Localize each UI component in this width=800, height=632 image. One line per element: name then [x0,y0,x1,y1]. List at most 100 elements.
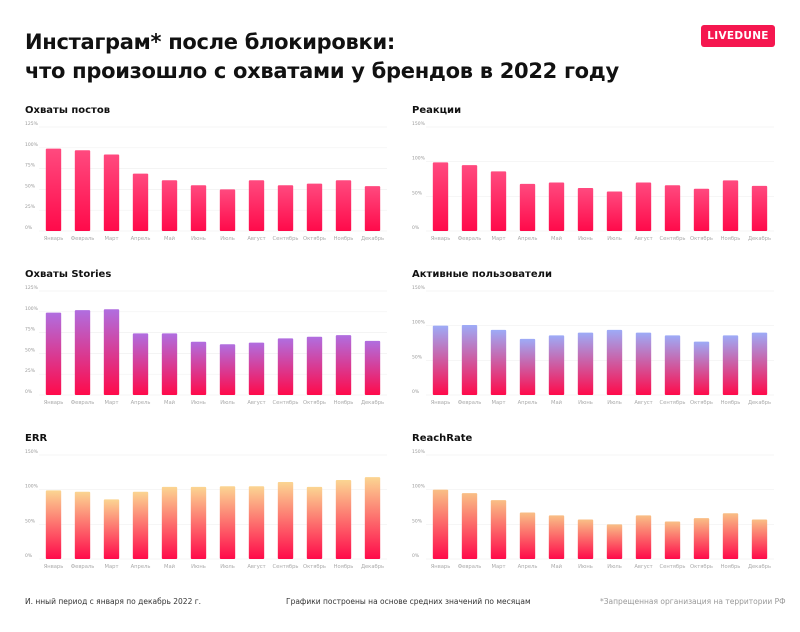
x-tick-label: Сентябрь [273,400,299,406]
bar [606,524,623,559]
y-tick-label: 0% [412,389,420,395]
chart-post-reach: 0% 25% 50% 75% 100% 125% Январь Февраль Март Апре… [25,121,387,242]
footer-period: И. нный период с января по декабрь 2022 … [25,597,202,606]
bar [577,332,594,395]
bar [45,490,62,559]
chart-panel-post-reach: Охваты постов 0% 25% 50% 75% 100% 125% Январь Ф… [25,105,395,265]
chart-panel-reactions: Реакции 0% 50% 100% 150% Январь Февраль Март Ап… [412,105,782,265]
x-tick-label: Апрель [518,564,538,570]
y-tick-label: 125% [25,121,39,127]
x-tick-label: Март [105,400,119,406]
x-tick-label: Март [492,400,506,406]
chart-title: Охваты постов [25,105,111,116]
bar [190,341,207,395]
x-tick-label: Декабрь [748,564,771,570]
chart-title: Охваты Stories [25,269,112,280]
bar [248,342,265,395]
y-tick-label: 100% [25,142,39,148]
chart-title: Реакции [412,105,462,116]
y-tick-label: 100% [412,156,426,162]
x-tick-label: Февраль [71,564,95,570]
bar [606,329,623,395]
x-tick-label: Март [492,564,506,570]
bar [606,191,623,231]
bar [693,188,710,231]
x-tick-label: Январь [44,564,64,570]
bar [722,335,739,395]
chart-panel-err: ERR 0% 50% 100% 150% Январь Февраль Март Апрель… [25,433,395,593]
bar [693,518,710,559]
chart-title: Активные пользователи [412,269,552,280]
x-tick-label: Декабрь [361,564,384,570]
bar [664,335,681,395]
x-tick-label: Февраль [458,236,482,242]
x-tick-label: Июль [220,564,235,570]
bar [490,329,507,395]
x-tick-label: Июнь [191,236,206,242]
x-tick-label: Июнь [191,400,206,406]
chart-reactions: 0% 50% 100% 150% Январь Февраль Март Апрель Май И… [412,121,774,242]
chart-err: 0% 50% 100% 150% Январь Февраль Март Апрель Май И… [25,449,387,570]
x-tick-label: Июнь [578,564,593,570]
bar [722,180,739,231]
x-tick-label: Сентябрь [660,564,686,570]
x-tick-label: Август [247,400,265,406]
bar [45,148,62,231]
y-tick-label: 100% [25,484,39,490]
livedune-logo: LIVEDUNE [701,25,775,47]
bar [664,185,681,231]
bar [248,486,265,559]
bar [335,335,352,395]
bar [161,486,178,559]
x-tick-label: Февраль [71,236,95,242]
bar [490,500,507,559]
bar [190,185,207,231]
x-tick-label: Февраль [458,564,482,570]
bar [306,336,323,395]
bar [335,479,352,559]
bar [277,482,294,559]
x-tick-label: Август [247,236,265,242]
x-tick-label: Октябрь [690,236,713,242]
chart-title: ReachRate [412,433,473,444]
y-tick-label: 50% [412,518,423,524]
x-tick-label: Апрель [131,236,151,242]
x-tick-label: Август [634,564,652,570]
x-tick-label: Август [247,564,265,570]
x-tick-label: Ноябрь [721,400,741,406]
x-tick-label: Июль [220,236,235,242]
bar [364,477,381,559]
x-tick-label: Октябрь [303,400,326,406]
bar [635,332,652,395]
bar [519,512,536,559]
x-tick-label: Июль [607,564,622,570]
chart-panel-active-users: Активные пользователи 0% 50% 100% 150% Январ… [412,269,782,429]
x-tick-label: Май [551,399,562,406]
bar [577,519,594,559]
x-tick-label: Декабрь [361,400,384,406]
x-tick-label: Июль [607,400,622,406]
bar [635,515,652,559]
bar [132,333,149,395]
x-tick-label: Сентябрь [660,236,686,242]
bar [161,333,178,395]
bar [248,180,265,231]
y-tick-label: 150% [25,449,39,455]
x-tick-label: Март [492,236,506,242]
title-line-1: Инстаграм* после блокировки: [25,30,395,54]
bar [490,171,507,231]
x-tick-label: Ноябрь [334,564,354,570]
x-tick-label: Апрель [131,564,151,570]
bar [751,185,768,231]
x-tick-label: Август [634,400,652,406]
bar [548,335,565,395]
bar [132,491,149,559]
x-tick-label: Июнь [578,400,593,406]
x-tick-label: Июнь [578,236,593,242]
x-tick-label: Январь [431,400,451,406]
x-tick-label: Апрель [131,400,151,406]
x-tick-label: Август [634,236,652,242]
y-tick-label: 150% [412,121,426,127]
title-line-2: что произошло с охватами у брендов в 202… [25,59,619,83]
x-tick-label: Март [105,564,119,570]
